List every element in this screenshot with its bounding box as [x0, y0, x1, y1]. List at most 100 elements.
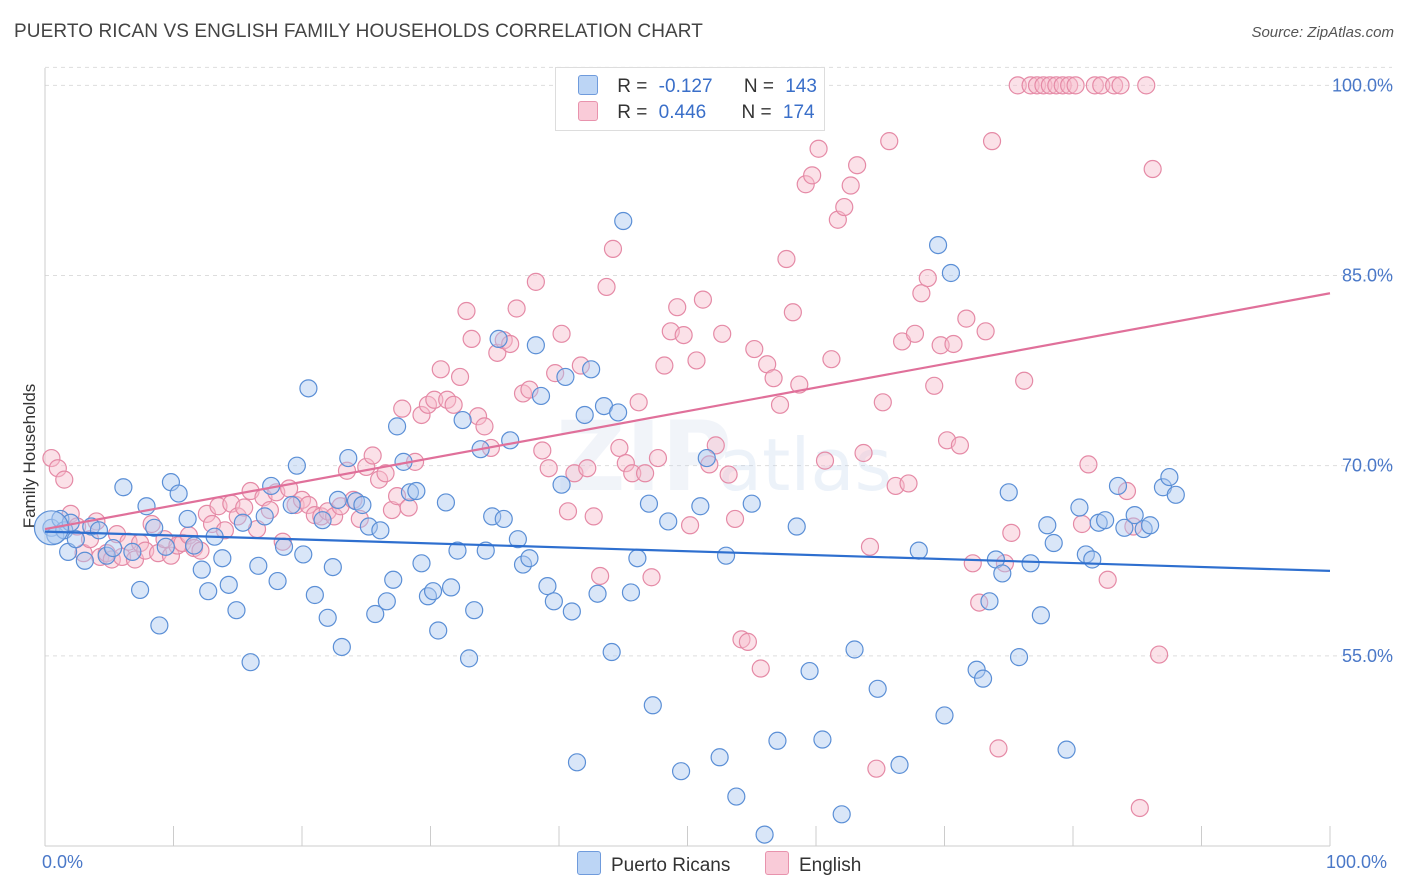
english-point-108 [719, 465, 738, 484]
puerto-rican-point-54 [387, 417, 407, 436]
puerto-rican-point-123 [1009, 648, 1029, 667]
english-point-0 [42, 448, 61, 468]
english-point-150 [989, 739, 1008, 758]
english-point-97 [648, 448, 668, 468]
puerto-rican-point-115 [935, 706, 954, 725]
puerto-rican-point-114 [928, 235, 948, 255]
english-point-123 [815, 451, 835, 470]
english-point-131 [867, 759, 886, 778]
puerto-rican-point-110 [845, 640, 864, 659]
puerto-rican-point-82 [556, 367, 575, 387]
puerto-rican-point-39 [299, 379, 318, 398]
english-point-124 [822, 350, 841, 369]
puerto-rican-point-58 [412, 554, 431, 573]
english-point-130 [860, 537, 880, 556]
english-point-167 [1098, 570, 1117, 589]
english-point-153 [1008, 76, 1027, 95]
puerto-rican-point-11 [104, 538, 123, 558]
english-point-102 [680, 516, 700, 535]
puerto-rican-point-49 [359, 517, 378, 536]
trend-lines [44, 292, 1331, 572]
puerto-rican-point-30 [241, 653, 260, 672]
english-point-78 [526, 272, 545, 291]
english-point-89 [597, 277, 616, 297]
legend-swatch-blue [578, 75, 598, 95]
english-point-88 [591, 566, 610, 586]
puerto-rican-point-107 [800, 661, 819, 681]
english-point-116 [770, 395, 790, 414]
puerto-rican-point-62 [436, 493, 456, 512]
puerto-rican-point-67 [465, 601, 484, 620]
english-point-149 [982, 132, 1002, 151]
english-point-155 [1021, 76, 1040, 95]
puerto-rican-point-12 [114, 478, 133, 497]
puerto-rican-point-27 [219, 575, 238, 594]
puerto-rican-point-109 [832, 805, 851, 824]
puerto-rican-point-133 [1096, 511, 1115, 530]
bottom-legend-english: English [765, 851, 861, 877]
puerto-rican-point-71 [489, 329, 508, 349]
english-point-2 [55, 470, 74, 489]
puerto-rican-point-134 [1108, 476, 1128, 496]
puerto-rican-point-94 [639, 494, 659, 513]
puerto-rican-point-127 [1044, 533, 1063, 553]
english-point-100 [668, 298, 687, 317]
puerto-rican-point-42 [318, 608, 337, 627]
axes [44, 68, 1331, 847]
english-point-168 [1105, 76, 1124, 95]
english-point-127 [841, 176, 860, 195]
english-point-175 [1149, 645, 1169, 664]
english-point-87 [584, 507, 603, 526]
legend-r-label: R = [617, 102, 648, 123]
english-point-158 [1040, 76, 1059, 95]
english-point-68 [462, 329, 481, 349]
puerto-rican-point-78 [531, 386, 551, 406]
english-point-1 [48, 459, 67, 478]
english-point-128 [848, 156, 867, 175]
puerto-rican-point-26 [213, 549, 232, 568]
puerto-rican-point-111 [868, 679, 887, 698]
puerto-rican-point-56 [400, 483, 420, 502]
puerto-rican-point-83 [562, 602, 581, 621]
english-point-82 [552, 324, 571, 343]
english-point-113 [751, 659, 770, 678]
puerto-rican-point-70 [483, 507, 502, 526]
y-tick-label-1: 70.0% [1342, 456, 1393, 476]
english-point-166 [1092, 76, 1111, 95]
bottom-legend-puerto-ricans: Puerto Ricans [577, 851, 730, 877]
puerto-rican-point-79 [538, 577, 557, 596]
english-point-96 [642, 568, 661, 587]
english-point-173 [1137, 76, 1156, 95]
puerto-rican-point-84 [567, 753, 587, 772]
puerto-rican-point-128 [1057, 740, 1076, 759]
puerto-rican-point-20 [169, 484, 188, 503]
puerto-rican-point-74 [508, 530, 527, 549]
english-point-92 [616, 454, 635, 473]
english-point-137 [905, 324, 925, 343]
puerto-rican-point-129 [1070, 498, 1089, 517]
english-point-70 [475, 417, 494, 436]
puerto-rican-point-135 [1115, 518, 1134, 537]
english-point-109 [725, 509, 745, 529]
puerto-rican-point-89 [602, 642, 621, 662]
english-point-80 [539, 459, 558, 478]
puerto-rican-point-16 [145, 518, 164, 537]
english-point-164 [1079, 455, 1098, 474]
puerto-rican-point-65 [453, 410, 472, 430]
puerto-rican-point-80 [544, 592, 563, 611]
puerto-rican-point-34 [268, 571, 287, 591]
english-point-94 [629, 393, 648, 412]
puerto-rican-point-22 [184, 536, 204, 555]
english-trend-line [44, 292, 1331, 531]
legend-n-label: N = [741, 102, 772, 123]
legend-row-english: R = 0.446 N = 174 [578, 101, 815, 129]
x-tick-label-min: 0.0% [42, 852, 84, 872]
puerto-rican-point-66 [459, 649, 479, 668]
puerto-rican-point-95 [643, 696, 662, 715]
english-point-129 [854, 443, 873, 463]
english-point-81 [546, 364, 565, 383]
puerto-rican-point-60 [423, 582, 443, 601]
puerto-rican-point-77 [526, 336, 545, 355]
legend-n-label: N = [743, 76, 774, 97]
puerto-rican-point-92 [621, 583, 641, 602]
